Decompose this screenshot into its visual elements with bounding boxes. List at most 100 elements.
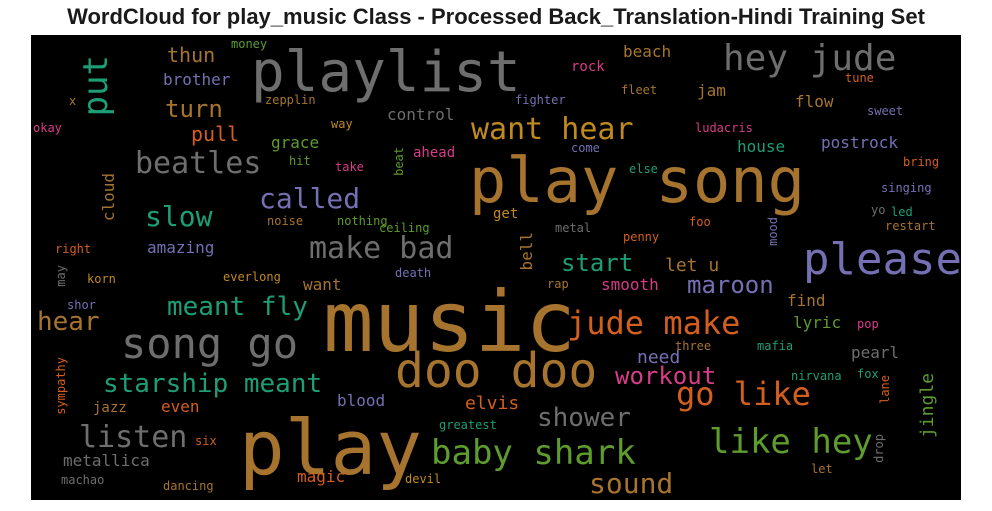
word-amazing: amazing bbox=[147, 240, 214, 256]
word-way: way bbox=[331, 118, 353, 130]
word-want: want bbox=[303, 277, 342, 293]
word-shower: shower bbox=[537, 405, 631, 431]
word-else: else bbox=[629, 163, 658, 175]
word-cloud: music play song play playlist doo doo please s… bbox=[31, 35, 961, 500]
word-find: find bbox=[787, 293, 826, 309]
word-let-u: let u bbox=[665, 257, 719, 275]
word-starship-meant: starship meant bbox=[103, 371, 322, 397]
word-smooth: smooth bbox=[601, 277, 659, 293]
word-shor: shor bbox=[67, 299, 96, 311]
word-elvis: elvis bbox=[465, 395, 519, 413]
word-need: need bbox=[637, 349, 680, 367]
word-metallica: metallica bbox=[63, 453, 150, 469]
word-mood: mood bbox=[767, 217, 779, 246]
word-called: called bbox=[259, 185, 360, 213]
word-control: control bbox=[387, 107, 454, 123]
word-thun: thun bbox=[167, 45, 215, 65]
word-ahead: ahead bbox=[413, 146, 455, 160]
word-dancing: dancing bbox=[163, 480, 214, 492]
word-pull: pull bbox=[191, 124, 239, 144]
chart-title: WordCloud for play_music Class - Process… bbox=[0, 4, 992, 30]
word-mafia: mafia bbox=[757, 340, 793, 352]
word-everlong: everlong bbox=[223, 271, 281, 283]
word-meant-fly: meant fly bbox=[167, 294, 308, 320]
word-lane: lane bbox=[879, 375, 891, 404]
word-song-go: song go bbox=[121, 323, 298, 365]
word-turn: turn bbox=[165, 97, 223, 121]
word-korn: korn bbox=[87, 273, 116, 285]
word-six: six bbox=[195, 435, 217, 447]
word-fleet: fleet bbox=[621, 84, 657, 96]
word-penny: penny bbox=[623, 231, 659, 243]
word-okay: okay bbox=[33, 122, 62, 134]
word-pop: pop bbox=[857, 318, 879, 330]
word-blood: blood bbox=[337, 393, 385, 409]
word-come: come bbox=[571, 142, 600, 154]
word-noise: noise bbox=[267, 215, 303, 227]
word-baby-shark: baby shark bbox=[431, 436, 636, 470]
word-bell: bell bbox=[519, 232, 535, 271]
word-postrock: postrock bbox=[821, 135, 898, 151]
word-death: death bbox=[395, 267, 431, 279]
word-put: put bbox=[79, 55, 113, 116]
word-machao: machao bbox=[61, 474, 104, 486]
word-devil: devil bbox=[405, 473, 441, 485]
word-flow: flow bbox=[795, 94, 834, 110]
word-three: three bbox=[675, 340, 711, 352]
word-jingle: jingle bbox=[919, 373, 937, 438]
word-sound: sound bbox=[589, 470, 673, 498]
word-hit: hit bbox=[289, 155, 311, 167]
word-play-song: play song bbox=[469, 150, 805, 212]
word-even: even bbox=[161, 399, 200, 415]
word-jazz: jazz bbox=[93, 401, 127, 415]
word-make-bad: make bad bbox=[309, 234, 454, 264]
word-metal: metal bbox=[555, 222, 591, 234]
word-sweet: sweet bbox=[867, 105, 903, 117]
word-nothing: nothing bbox=[337, 215, 388, 227]
word-brother: brother bbox=[163, 72, 230, 88]
word-grace: grace bbox=[271, 135, 319, 151]
word-cloud: cloud bbox=[101, 173, 117, 221]
word-jam: jam bbox=[697, 83, 726, 99]
word-jude-make: jude make bbox=[567, 307, 740, 339]
word-may: may bbox=[55, 265, 67, 287]
word-foo: foo bbox=[689, 216, 711, 228]
word-slow: slow bbox=[145, 203, 212, 231]
word-tune: tune bbox=[845, 72, 874, 84]
word-rap: rap bbox=[547, 278, 569, 290]
word-greatest: greatest bbox=[439, 419, 497, 431]
word-yo: yo bbox=[871, 204, 885, 216]
word-singing: singing bbox=[881, 182, 932, 194]
word-let: let bbox=[811, 463, 833, 475]
word-please: please bbox=[803, 238, 961, 282]
word-like-hey: like hey bbox=[709, 425, 873, 459]
word-led: led bbox=[891, 206, 913, 218]
word-house: house bbox=[737, 139, 785, 155]
word-zepplin: zepplin bbox=[265, 94, 316, 106]
word-beatles: beatles bbox=[135, 149, 261, 179]
word-beach: beach bbox=[623, 44, 671, 60]
word-rock: rock bbox=[571, 60, 605, 74]
word-restart: restart bbox=[885, 220, 936, 232]
word-sympathy: sympathy bbox=[55, 357, 67, 415]
word-nirvana: nirvana bbox=[791, 370, 842, 382]
word-magic: magic bbox=[297, 469, 345, 485]
word-lyric: lyric bbox=[793, 315, 841, 331]
word-bring: bring bbox=[903, 156, 939, 168]
word-fox: fox bbox=[857, 368, 879, 380]
word-pearl: pearl bbox=[851, 345, 899, 361]
word-drop: drop bbox=[873, 434, 885, 463]
word-hear: hear bbox=[37, 309, 100, 335]
word-beat: beat bbox=[393, 147, 405, 176]
word-x: x bbox=[69, 95, 76, 107]
word-listen: listen bbox=[79, 423, 187, 453]
word-start: start bbox=[561, 251, 633, 275]
word-money: money bbox=[231, 38, 267, 50]
word-maroon: maroon bbox=[687, 273, 774, 297]
word-want-hear: want hear bbox=[471, 115, 634, 145]
word-ludacris: ludacris bbox=[695, 122, 753, 134]
word-fighter: fighter bbox=[515, 94, 566, 106]
word-doo-doo: doo doo bbox=[395, 347, 597, 395]
word-take: take bbox=[335, 161, 364, 173]
word-right: right bbox=[55, 243, 91, 255]
